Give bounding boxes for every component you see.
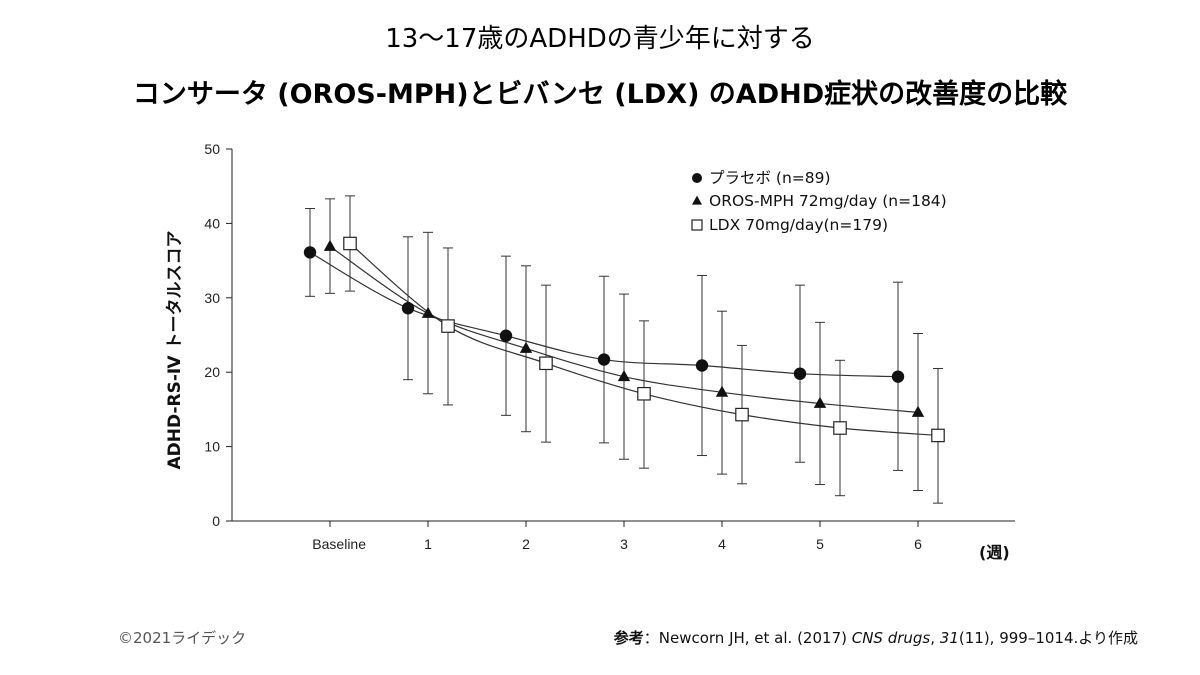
reference-authors: Newcorn JH, et al. (2017) bbox=[658, 629, 852, 647]
x-tick-label: 6 bbox=[914, 536, 922, 552]
data-point-circle bbox=[793, 367, 807, 380]
y-tick-label: 30 bbox=[204, 290, 220, 306]
data-point-square bbox=[931, 428, 945, 443]
data-point-square bbox=[539, 356, 553, 371]
data-point-triangle bbox=[421, 306, 435, 318]
data-point-square bbox=[637, 386, 651, 401]
legend: プラセボ (n=89) OROS-MPH 72mg/day (n=184) LDX … bbox=[691, 169, 947, 234]
legend-label: OROS-MPH 72mg/day (n=184) bbox=[709, 192, 947, 210]
y-tick-label: 40 bbox=[204, 215, 220, 231]
legend-marker-circle bbox=[692, 173, 702, 183]
data-point-circle bbox=[891, 370, 905, 383]
chart-title-line2: コンサータ (OROS-MPH)とビバンセ (LDX) のADHD症状の改善度の… bbox=[132, 79, 1068, 110]
data-point-square bbox=[735, 407, 749, 422]
data-point-triangle bbox=[617, 369, 631, 382]
y-tick-label: 20 bbox=[204, 364, 220, 380]
x-tick-label: 5 bbox=[816, 536, 824, 552]
data-point-circle bbox=[499, 329, 513, 342]
y-tick-label: 50 bbox=[204, 141, 220, 157]
x-tick-label: 4 bbox=[718, 536, 726, 552]
data-point-circle bbox=[401, 302, 415, 315]
legend-label: LDX 70mg/day(n=179) bbox=[709, 216, 888, 234]
error-bars bbox=[305, 195, 943, 504]
data-point-triangle bbox=[519, 341, 533, 353]
x-tick-label: 2 bbox=[522, 536, 530, 552]
legend-marker-triangle bbox=[692, 195, 702, 205]
reference-pages: (11), 999–1014.より作成 bbox=[958, 629, 1138, 647]
axes: 0 10 20 30 40 50 Baseline 1 2 3 4 5 6 bbox=[204, 141, 1015, 552]
x-tick-label: Baseline bbox=[312, 536, 366, 552]
data-point-circle bbox=[303, 246, 317, 259]
data-point-square bbox=[441, 319, 455, 333]
legend-label: プラセボ (n=89) bbox=[709, 169, 831, 187]
data-point-triangle bbox=[323, 239, 337, 251]
chart-title-line1: 13〜17歳のADHDの青少年に対する bbox=[385, 24, 815, 54]
reference-separator: ： bbox=[643, 629, 659, 647]
y-axis-label: ADHD-RS-Ⅳ トータルスコア bbox=[165, 231, 185, 470]
legend-marker-square bbox=[691, 219, 703, 231]
data-point-square bbox=[833, 421, 847, 435]
copyright-text: ©2021ライデック bbox=[118, 629, 247, 647]
data-point-circle bbox=[597, 353, 611, 366]
reference-journal: CNS drugs bbox=[851, 629, 931, 647]
data-point-triangle bbox=[911, 405, 925, 417]
reference-label: 参考 bbox=[613, 629, 644, 647]
reference-volume: 31 bbox=[939, 629, 959, 647]
data-point-circle bbox=[695, 359, 709, 372]
x-axis-unit-label: (週) bbox=[979, 543, 1010, 562]
data-point-triangle bbox=[715, 385, 729, 397]
y-tick-label: 0 bbox=[212, 513, 220, 529]
y-tick-label: 10 bbox=[204, 439, 220, 455]
data-point-triangle bbox=[813, 396, 827, 408]
x-tick-label: 3 bbox=[620, 536, 628, 552]
reference-comma: , bbox=[930, 629, 940, 647]
data-markers bbox=[303, 236, 945, 443]
data-point-square bbox=[343, 236, 357, 251]
x-tick-label: 1 bbox=[424, 536, 432, 552]
reference-citation: 参考：Newcorn JH, et al. (2017) CNS drugs, … bbox=[614, 627, 1138, 648]
